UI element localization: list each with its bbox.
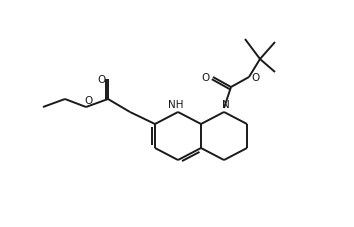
Text: O: O	[97, 75, 105, 85]
Text: O: O	[252, 73, 260, 83]
Text: O: O	[202, 73, 210, 83]
Text: O: O	[84, 96, 92, 106]
Text: NH: NH	[168, 100, 184, 109]
Text: N: N	[222, 100, 230, 109]
